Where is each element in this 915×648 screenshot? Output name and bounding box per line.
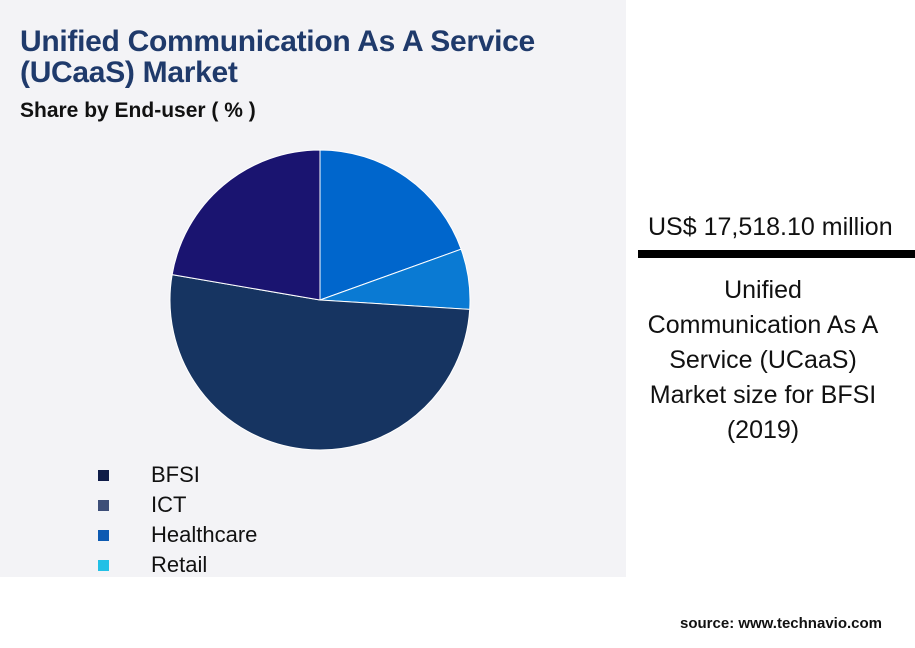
pie-slice-bfsi bbox=[171, 149, 321, 301]
chart-panel-footer bbox=[0, 577, 626, 648]
pie-slice-healthcare bbox=[319, 149, 462, 301]
legend-label: Retail bbox=[151, 552, 208, 577]
kpi-panel bbox=[628, 4, 915, 644]
pie-slice-ict bbox=[169, 274, 471, 451]
kpi-label: Unified Communication As A Service (UCaa… bbox=[647, 276, 879, 444]
legend-label: Healthcare bbox=[151, 522, 258, 547]
legend-item-retail: Retail bbox=[98, 550, 257, 580]
chart-legend: BFSI ICT Healthcare Retail bbox=[98, 460, 257, 580]
kpi-value: US$ 17,518.10 million bbox=[648, 213, 893, 241]
legend-swatch bbox=[98, 529, 109, 541]
chart-subtitle: Share by End-user ( % ) bbox=[20, 99, 256, 122]
pie-chart bbox=[169, 149, 471, 451]
legend-swatch bbox=[98, 499, 109, 511]
chart-title: Unified Communication As A Service (UCaa… bbox=[20, 25, 535, 89]
legend-item-ict: ICT bbox=[98, 490, 257, 520]
legend-item-healthcare: Healthcare bbox=[98, 520, 257, 550]
legend-item-bfsi: BFSI bbox=[98, 460, 257, 490]
legend-label: BFSI bbox=[151, 462, 200, 487]
legend-swatch bbox=[98, 559, 109, 571]
kpi-divider bbox=[638, 250, 915, 258]
legend-label: ICT bbox=[151, 492, 187, 517]
source-note: source: www.technavio.com bbox=[680, 615, 882, 632]
legend-swatch bbox=[98, 469, 109, 481]
